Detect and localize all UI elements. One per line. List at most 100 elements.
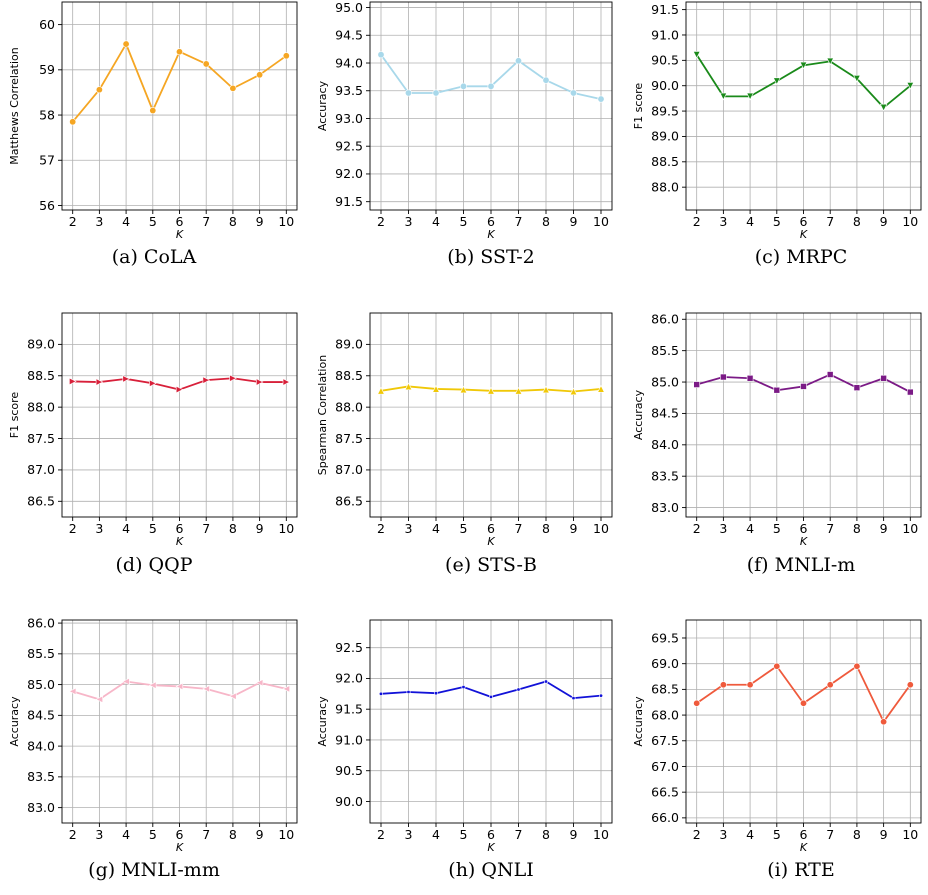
y-axis-label: Spearman Correlation [316,355,329,475]
data-point [459,385,468,394]
y-tick-label: 83.0 [27,800,55,815]
data-point [569,387,578,396]
x-tick-label: 8 [229,827,237,842]
data-point [461,685,466,690]
y-axis-label: Accuracy [316,80,329,131]
series-markers [693,371,914,396]
data-point [69,118,77,126]
x-tick-label: 8 [542,827,550,842]
y-tick-label: 56 [39,198,55,213]
x-tick-label: 4 [122,827,130,842]
data-point [719,681,727,689]
x-tick-label: 9 [880,214,888,229]
x-tick-label: 2 [377,214,385,229]
y-tick-label: 86.0 [27,615,55,630]
x-tick-label: 2 [69,214,77,229]
y-tick-label: 85.0 [27,677,55,692]
data-point [377,386,385,395]
x-tick-label: 8 [853,521,861,536]
x-tick-label: 7 [826,827,834,842]
y-tick-label: 66.5 [651,784,679,799]
x-tick-label: 3 [719,827,727,842]
x-tick-label: 7 [515,521,523,536]
y-tick-label: 92.5 [335,640,363,655]
y-tick-label: 91.0 [335,732,363,747]
panel-caption: (i) RTE [767,859,835,881]
data-point [880,374,887,382]
data-point [95,86,103,94]
y-tick-label: 89.0 [651,129,679,144]
x-tick-label: 5 [773,521,781,536]
x-tick-label: 4 [122,521,130,536]
x-tick-label: 6 [800,214,808,229]
y-tick-label: 67.0 [651,759,679,774]
x-tick-label: 6 [487,827,495,842]
data-point [149,107,157,115]
y-tick-label: 66.0 [651,810,679,825]
x-tick-label: 3 [719,214,727,229]
y-tick-label: 92.0 [335,166,363,181]
x-tick-label: 9 [570,827,578,842]
x-tick-label: 10 [278,521,294,536]
data-point [202,60,210,68]
series-markers [377,51,605,103]
data-point [487,386,495,395]
data-point [432,384,440,393]
data-point [571,696,576,701]
x-axis-label: K [800,535,808,548]
y-tick-label: 93.0 [335,111,363,126]
data-point [853,662,861,670]
data-point [746,92,754,101]
x-tick-label: 8 [229,521,237,536]
y-axis-label: Accuracy [8,696,21,747]
y-tick-label: 87.5 [27,431,55,446]
data-point [175,385,184,394]
x-tick-label: 4 [746,827,754,842]
y-tick-label: 58 [39,107,55,122]
x-tick-label: 3 [405,214,413,229]
data-point [202,685,210,693]
x-tick-label: 9 [880,521,888,536]
x-axis-label: K [800,228,808,241]
data-point [907,388,914,396]
series-markers [692,51,915,112]
x-tick-label: 6 [176,214,184,229]
y-tick-label: 83.5 [651,469,679,484]
x-tick-label: 5 [149,521,157,536]
y-tick-label: 69.0 [651,656,679,671]
x-tick-label: 5 [149,827,157,842]
x-tick-label: 8 [542,521,550,536]
x-tick-label: 10 [902,521,918,536]
series-markers [693,662,914,726]
y-tick-label: 87.0 [335,462,363,477]
y-axis-label: Accuracy [632,696,645,747]
data-point [122,40,130,48]
y-tick-label: 94.0 [335,55,363,70]
data-point [880,718,888,726]
data-point [69,377,77,386]
x-tick-label: 7 [202,827,210,842]
y-tick-label: 86.5 [335,494,363,509]
panel-caption: (g) MNLI-mm [88,859,220,881]
y-tick-label: 88.0 [651,179,679,194]
data-point [229,374,237,383]
y-tick-label: 85.5 [27,646,55,661]
data-point [542,385,550,394]
x-tick-label: 10 [902,214,918,229]
y-axis-label: Accuracy [632,389,645,440]
data-point [693,699,701,707]
data-point [148,681,157,689]
grid [62,2,297,210]
data-point [256,71,264,79]
x-tick-label: 9 [570,214,578,229]
x-tick-label: 5 [149,214,157,229]
data-point [378,691,383,696]
data-point [853,384,861,391]
y-tick-label: 87.5 [335,431,363,446]
grid [686,620,921,823]
